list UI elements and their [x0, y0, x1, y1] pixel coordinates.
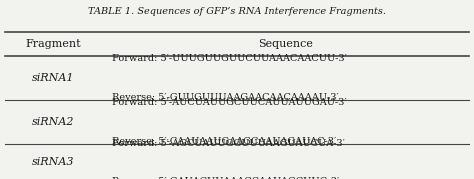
Text: Forward: 5′-UUUGUUGUUCUUAAACAACUU-3′: Forward: 5′-UUUGUUGUUCUUAAACAACUU-3′: [111, 54, 346, 63]
Text: TABLE 1. Sequences of GFP’s RNA Interference Fragments.: TABLE 1. Sequences of GFP’s RNA Interfer…: [88, 7, 386, 16]
Text: siRNA1: siRNA1: [32, 73, 75, 83]
Text: Reverse: 5′-GUUGUUUAAGAACAACAAAAU-3′: Reverse: 5′-GUUGUUUAAGAACAACAAAAU-3′: [111, 93, 338, 102]
Text: Reverse: 5′-GAUACUUAAACCAAUAGCUUG-3′: Reverse: 5′-GAUACUUAAACCAAUAGCUUG-3′: [111, 177, 339, 179]
Text: Fragment: Fragment: [26, 39, 82, 49]
Text: Reverse: 5′-CAAUAAUGAAGCAAUAGAUAC-3′: Reverse: 5′-CAAUAAUGAAGCAAUAGAUAC-3′: [111, 137, 336, 146]
Text: Forward: 5′-AGCUAUUGGUUUAAGUAUCUA-3′: Forward: 5′-AGCUAUUGGUUUAAGUAUCUA-3′: [111, 139, 345, 147]
Text: Sequence: Sequence: [258, 39, 313, 49]
Text: siRNA3: siRNA3: [32, 157, 75, 167]
Text: siRNA2: siRNA2: [32, 117, 75, 127]
Text: Forward: 5′-AUCUAUUGCUUCAUUAUUGAU-3′: Forward: 5′-AUCUAUUGCUUCAUUAUUGAU-3′: [111, 98, 346, 107]
